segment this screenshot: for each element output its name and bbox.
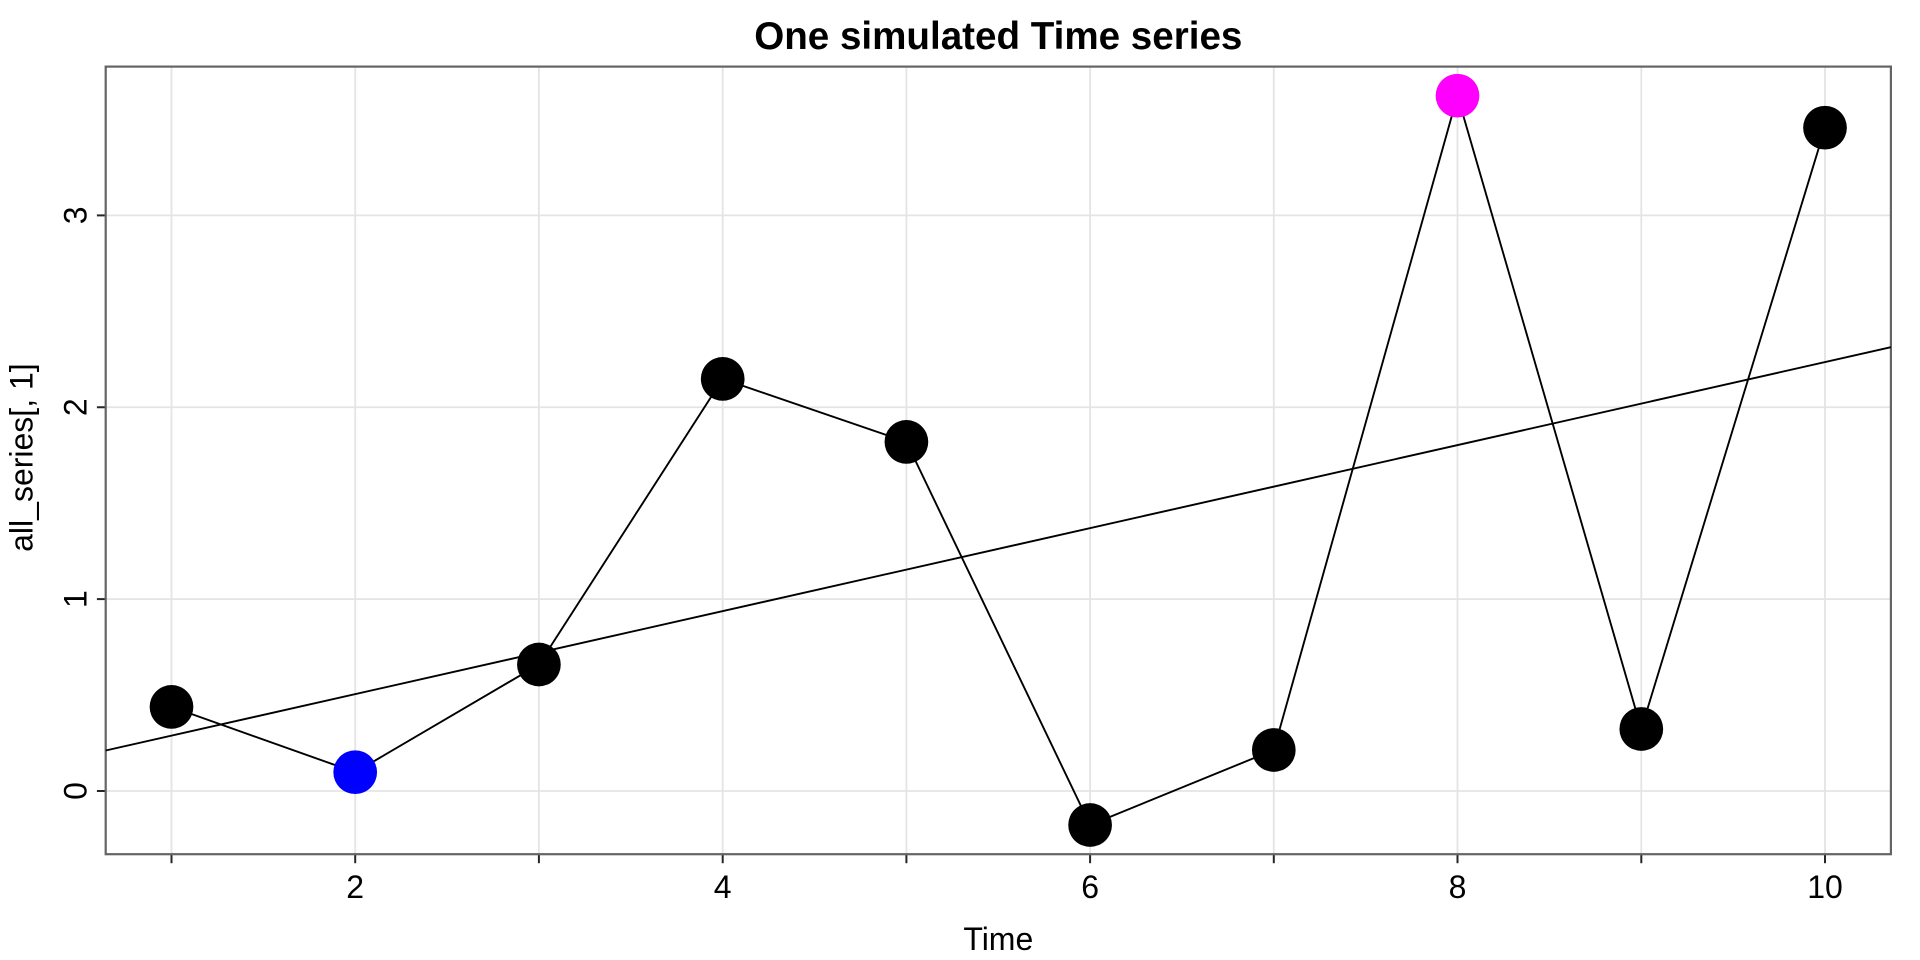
svg-text:0: 0 [58,782,94,800]
svg-text:8: 8 [1449,869,1467,905]
svg-text:1: 1 [58,590,94,608]
svg-text:One simulated Time series: One simulated Time series [754,15,1242,58]
svg-text:all_series[, 1]: all_series[, 1] [3,363,39,552]
svg-text:3: 3 [58,207,94,225]
svg-text:2: 2 [58,398,94,416]
svg-text:10: 10 [1807,869,1843,905]
svg-text:4: 4 [714,869,732,905]
svg-text:Time: Time [963,921,1033,957]
svg-text:2: 2 [346,869,364,905]
svg-text:6: 6 [1081,869,1099,905]
